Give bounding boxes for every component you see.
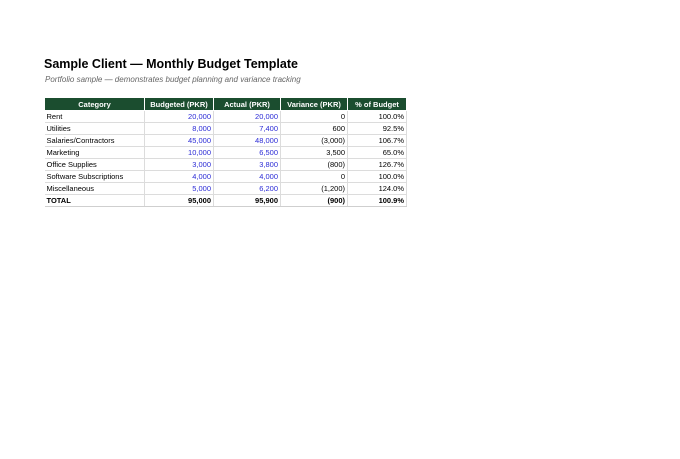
total-budgeted[interactable]: 95,000 [144,194,214,207]
cell-variance[interactable]: 0 [280,170,348,183]
cell-variance[interactable]: (3,000) [280,134,348,147]
header-actual[interactable]: Actual (PKR) [213,97,281,111]
cell-actual[interactable]: 3,800 [213,158,281,171]
cell-category[interactable]: Salaries/Contractors [44,134,145,147]
cell-category[interactable]: Miscellaneous [44,182,145,195]
cell-actual[interactable]: 6,200 [213,182,281,195]
cell-budgeted[interactable]: 5,000 [144,182,214,195]
cell-actual[interactable]: 20,000 [213,110,281,123]
cell-budgeted[interactable]: 8,000 [144,122,214,135]
cell-budgeted[interactable]: 4,000 [144,170,214,183]
header-category[interactable]: Category [44,97,145,111]
cell-category[interactable]: Utilities [44,122,145,135]
cell-percent[interactable]: 126.7% [347,158,407,171]
page-title: Sample Client — Monthly Budget Template [44,57,298,71]
cell-category[interactable]: Office Supplies [44,158,145,171]
table-row: Salaries/Contractors 45,000 48,000 (3,00… [44,134,407,147]
cell-variance[interactable]: (800) [280,158,348,171]
table-row: Rent 20,000 20,000 0 100.0% [44,110,407,123]
total-label[interactable]: TOTAL [44,194,145,207]
cell-actual[interactable]: 4,000 [213,170,281,183]
cell-budgeted[interactable]: 10,000 [144,146,214,159]
total-row: TOTAL 95,000 95,900 (900) 100.9% [44,194,407,207]
cell-percent[interactable]: 100.0% [347,170,407,183]
cell-percent[interactable]: 100.0% [347,110,407,123]
cell-percent[interactable]: 92.5% [347,122,407,135]
budget-sheet: Sample Client — Monthly Budget Template … [44,57,407,207]
total-variance[interactable]: (900) [280,194,348,207]
cell-budgeted[interactable]: 20,000 [144,110,214,123]
page-subtitle: Portfolio sample — demonstrates budget p… [45,75,301,84]
table-row: Utilities 8,000 7,400 600 92.5% [44,122,407,135]
table-row: Marketing 10,000 6,500 3,500 65.0% [44,146,407,159]
header-budgeted[interactable]: Budgeted (PKR) [144,97,214,111]
total-percent[interactable]: 100.9% [347,194,407,207]
cell-category[interactable]: Rent [44,110,145,123]
cell-actual[interactable]: 7,400 [213,122,281,135]
cell-category[interactable]: Marketing [44,146,145,159]
cell-variance[interactable]: 600 [280,122,348,135]
table-header-row: Category Budgeted (PKR) Actual (PKR) Var… [44,97,407,111]
table-row: Miscellaneous 5,000 6,200 (1,200) 124.0% [44,182,407,195]
cell-variance[interactable]: (1,200) [280,182,348,195]
header-variance[interactable]: Variance (PKR) [280,97,348,111]
cell-category[interactable]: Software Subscriptions [44,170,145,183]
budget-table: Category Budgeted (PKR) Actual (PKR) Var… [44,97,407,207]
cell-budgeted[interactable]: 3,000 [144,158,214,171]
total-actual[interactable]: 95,900 [213,194,281,207]
cell-actual[interactable]: 6,500 [213,146,281,159]
cell-percent[interactable]: 106.7% [347,134,407,147]
table-row: Software Subscriptions 4,000 4,000 0 100… [44,170,407,183]
cell-budgeted[interactable]: 45,000 [144,134,214,147]
cell-variance[interactable]: 0 [280,110,348,123]
cell-variance[interactable]: 3,500 [280,146,348,159]
cell-actual[interactable]: 48,000 [213,134,281,147]
cell-percent[interactable]: 65.0% [347,146,407,159]
header-percent[interactable]: % of Budget [347,97,407,111]
table-row: Office Supplies 3,000 3,800 (800) 126.7% [44,158,407,171]
cell-percent[interactable]: 124.0% [347,182,407,195]
